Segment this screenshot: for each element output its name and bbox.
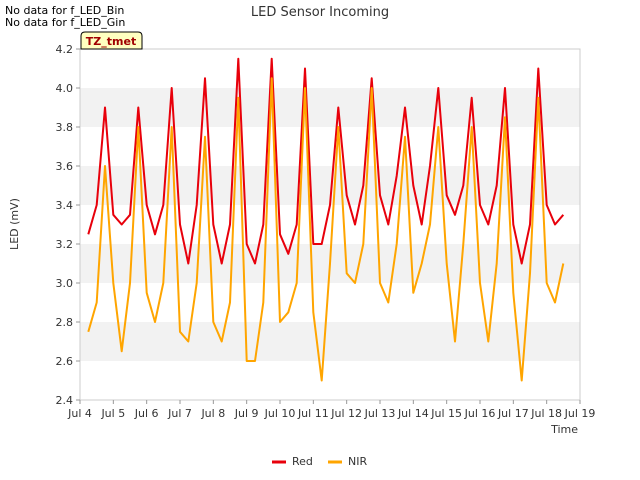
x-tick-label: Jul 13 [364,407,396,420]
no-data-note-gin: No data for f_LED_Gin [5,16,126,29]
y-tick-label: 2.4 [56,394,74,407]
series-line-red [87,57,565,265]
x-tick-label: Jul 18 [530,407,562,420]
x-tick-label: Jul 9 [234,407,259,420]
y-tick-label: 3.2 [56,238,74,251]
badge-label: TZ_tmet [86,35,136,48]
y-tick-label: 3.4 [56,199,74,212]
site-badge: TZ_tmet [80,31,143,50]
series-line-nir [87,77,565,382]
x-tick-label: Jul 5 [100,407,125,420]
y-tick-label: 4.2 [56,43,74,56]
chart-title: LED Sensor Incoming [251,5,389,20]
legend-label-red: Red [292,455,313,468]
y-tick-label: 3.8 [56,121,74,134]
x-axis-label: Time [550,423,578,436]
x-tick-label: Jul 6 [134,407,159,420]
x-tick-label: Jul 11 [297,407,329,420]
x-tick-label: Jul 12 [330,407,362,420]
y-axis-label: LED (mV) [8,198,21,250]
grid-band [80,88,580,127]
grid-band [80,322,580,361]
x-tick-label: Jul 4 [67,407,92,420]
x-tick-label: Jul 15 [430,407,462,420]
x-tick-label: Jul 14 [397,407,429,420]
y-tick-label: 3.6 [56,160,74,173]
x-tick-label: Jul 7 [167,407,192,420]
y-tick-label: 2.8 [56,316,74,329]
y-tick-label: 3.0 [56,277,74,290]
legend-label-nir: NIR [348,455,367,468]
x-tick-label: Jul 8 [200,407,225,420]
legend: Red NIR [272,455,367,468]
y-tick-label: 2.6 [56,355,74,368]
plot-frame [79,48,581,401]
x-tick-label: Jul 10 [264,407,296,420]
no-data-note-bin: No data for f_LED_Bin [5,4,125,17]
x-tick-label: Jul 16 [464,407,496,420]
y-tick-label: 4.0 [56,82,74,95]
x-tick-label: Jul 17 [497,407,529,420]
x-tick-label: Jul 19 [564,407,596,420]
